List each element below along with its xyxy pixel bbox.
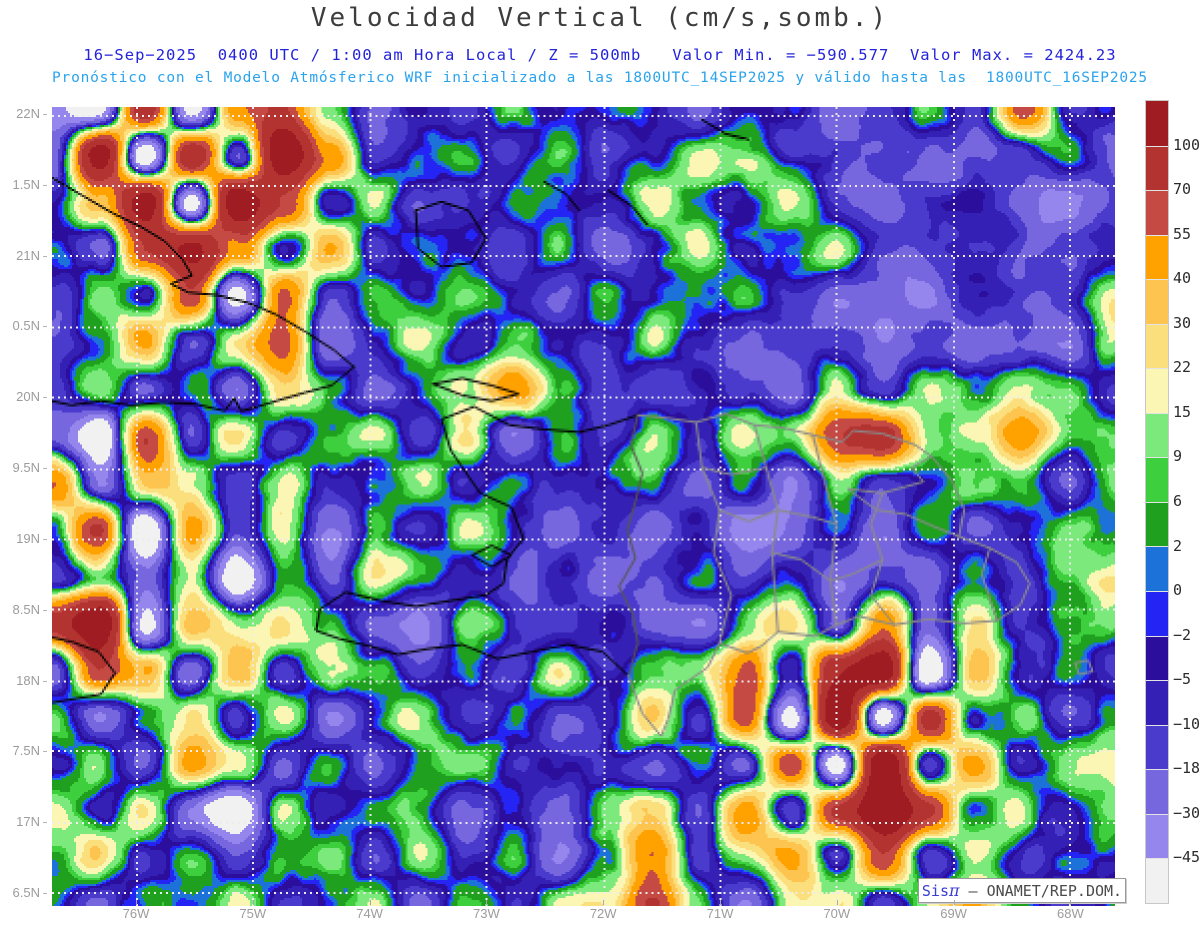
colorbar-label: −30 [1173,803,1200,822]
lon-label: 72W [589,906,617,921]
lat-label: 17N [16,814,40,830]
lat-label: 7.5N [12,743,40,759]
colorbar-legend [1145,100,1169,904]
lon-tick [720,900,721,905]
colorbar-label: −18 [1173,759,1200,778]
colorbar-label: 70 [1173,180,1192,199]
colorbar-segment [1146,858,1168,903]
vertical-velocity-heatmap [52,107,1115,906]
colorbar-segment [1146,234,1168,280]
lat-label: 21N [16,247,40,263]
colorbar-segment [1146,546,1168,592]
colorbar-segment [1146,635,1168,681]
attribution-pi-icon: π [949,881,960,900]
colorbar-label: −5 [1173,670,1192,689]
colorbar-label: 6 [1173,492,1183,510]
lon-tick [1070,900,1072,905]
attribution-text: – ONAMET/REP.DOM. [959,882,1123,900]
lon-tick [369,900,371,905]
lon-label: 75W [239,906,267,921]
lon-label: 70W [823,906,851,921]
lon-label: 73W [473,906,500,921]
attribution-sis: Sis [921,882,949,900]
colorbar-label: −2 [1173,625,1192,644]
colorbar-label: 30 [1173,313,1192,332]
colorbar-label: −45 [1173,848,1200,867]
colorbar-segment [1146,457,1168,502]
lat-label: 9.5N [12,460,40,476]
lat-label: 0.5N [12,318,40,334]
colorbar-segment [1146,190,1168,235]
colorbar-segment [1146,145,1168,191]
lat-tick [43,468,47,470]
lon-label: 76W [122,906,150,921]
attribution-box: Sisπ – ONAMET/REP.DOM. [918,878,1126,903]
lon-label: 69W [940,906,967,921]
lat-tick [43,822,47,824]
colorbar-segment [1146,501,1168,547]
lat-label: 1.5N [12,176,40,192]
lat-tick [43,255,47,257]
lon-label: 74W [356,906,383,921]
colorbar-segment [1146,680,1168,725]
subtitle-model-info: Pronóstico con el Modelo Atmósferico WRF… [52,70,1148,86]
lat-tick [43,114,47,115]
colorbar-segment [1146,813,1168,859]
lon-tick [136,900,137,905]
lon-label: 71W [706,906,734,921]
lat-tick [43,893,47,895]
lat-label: 19N [16,530,40,546]
colorbar-label: 22 [1173,358,1192,377]
lon-tick [603,900,605,905]
subtitle-datetime-minmax: 16−Sep−2025 0400 UTC / 1:00 am Hora Loca… [83,46,1117,64]
colorbar-segment [1146,724,1168,770]
colorbar-label: 15 [1173,402,1192,421]
colorbar-label: 55 [1173,224,1192,243]
lat-tick [43,751,47,753]
lon-tick [486,900,488,905]
lat-label: 20N [16,389,40,405]
lat-label: 6.5N [12,885,40,901]
lat-tick [43,326,47,328]
colorbar-label: 2 [1173,536,1183,555]
colorbar-segment [1146,591,1168,636]
lat-label: 22N [16,106,40,121]
lat-label: 18N [16,672,40,688]
lon-tick [836,900,838,905]
colorbar-label: 0 [1173,581,1183,600]
colorbar-segment [1146,323,1168,369]
lon-tick [252,900,254,905]
lat-tick [43,538,47,540]
colorbar-segment [1146,101,1168,146]
lat-tick [43,609,47,611]
lat-tick [43,184,47,186]
colorbar-label: 100 [1173,135,1200,154]
colorbar-segment [1146,769,1168,814]
colorbar-segment [1146,412,1168,458]
lon-tick [953,900,955,905]
lon-label: 68W [1057,906,1084,921]
lat-tick [43,680,47,682]
lat-label: 8.5N [12,601,40,617]
colorbar-segment [1146,368,1168,413]
lat-tick [43,397,47,399]
colorbar-label: 9 [1173,447,1183,466]
page-title: Velocidad Vertical (cm/s,somb.) [310,3,890,33]
map-area: Sisπ – ONAMET/REP.DOM. [52,107,1126,906]
colorbar-segment [1146,279,1168,324]
colorbar-label: 40 [1173,269,1192,288]
colorbar-label: −10 [1173,714,1200,733]
